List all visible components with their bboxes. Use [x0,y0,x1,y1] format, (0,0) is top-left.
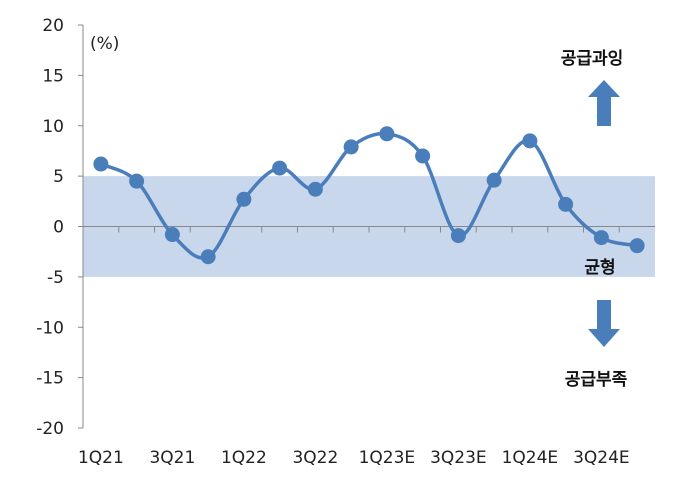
y-tick-label: 20 [42,16,64,36]
data-point [486,172,502,188]
shortage-label: 공급부족 [565,370,628,390]
data-point [236,191,252,207]
x-tick-label: 3Q21 [149,448,195,468]
y-tick-label: 10 [42,117,64,137]
arrow-up-icon [588,80,620,126]
data-point [272,160,288,176]
y-tick-label: -20 [36,419,64,439]
x-tick-label: 3Q23E [430,448,487,468]
x-tick-label: 1Q22 [221,448,267,468]
balance-label: 균형 [584,257,615,278]
arrow-down-icon [588,300,620,347]
data-point [558,196,574,212]
x-tick-label: 1Q21 [78,448,124,468]
y-tick-label: 15 [42,66,64,86]
unit-label: (%) [90,34,119,54]
y-tick-label: -15 [36,369,64,389]
x-tick-label: 1Q23E [359,448,416,468]
y-tick-label: 0 [53,218,64,238]
data-point [629,238,645,254]
y-axis: 20 15 10 5 0 -5 -10 -15 -20 [36,16,84,439]
x-tick-label: 1Q24E [502,448,559,468]
data-point [93,156,109,172]
series-line [100,131,638,260]
x-tick-label: 3Q24E [573,448,630,468]
data-point [450,228,466,244]
data-point [379,126,395,142]
y-tick-label: -5 [47,268,64,288]
y-tick-label: -10 [36,318,64,338]
data-point [164,227,180,243]
data-point [200,249,216,265]
data-point [415,148,431,164]
x-axis: 1Q21 3Q21 1Q22 3Q22 1Q23E 3Q23E 1Q24E 3Q24E [78,226,655,468]
x-tick-label: 3Q22 [292,448,338,468]
y-tick-label: 5 [53,167,64,187]
data-point [522,133,538,149]
data-point [307,181,323,197]
data-point [129,173,145,189]
series-points [93,126,645,265]
surplus-label: 공급과잉 [561,49,624,69]
data-point [593,230,609,246]
data-point [343,139,359,155]
